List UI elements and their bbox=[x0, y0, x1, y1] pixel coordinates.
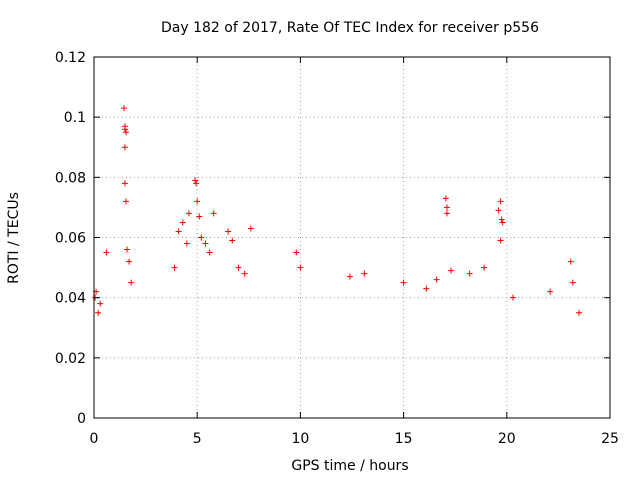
data-point bbox=[229, 237, 236, 244]
x-tick-label: 15 bbox=[395, 431, 413, 447]
y-tick-label: 0.08 bbox=[55, 170, 86, 186]
data-point bbox=[567, 258, 574, 265]
data-point bbox=[241, 270, 248, 277]
data-point bbox=[509, 294, 516, 301]
y-tick-label: 0.02 bbox=[55, 351, 86, 367]
data-point bbox=[121, 126, 128, 133]
data-point bbox=[569, 279, 576, 286]
data-point bbox=[400, 279, 407, 286]
x-axis-label: GPS time / hours bbox=[291, 458, 408, 474]
chart-title: Day 182 of 2017, Rate Of TEC Index for r… bbox=[161, 20, 539, 36]
data-point bbox=[206, 249, 213, 256]
data-point bbox=[126, 258, 133, 265]
data-point bbox=[183, 240, 190, 247]
data-point bbox=[293, 249, 300, 256]
data-point bbox=[121, 180, 128, 187]
data-point bbox=[499, 219, 506, 226]
y-axis-label: ROTI / TECUs bbox=[6, 192, 22, 284]
data-point bbox=[433, 276, 440, 283]
data-point bbox=[122, 198, 129, 205]
data-point bbox=[192, 177, 199, 184]
y-tick-label: 0.04 bbox=[55, 291, 86, 307]
x-tick-label: 0 bbox=[90, 431, 99, 447]
data-point bbox=[547, 288, 554, 295]
data-point bbox=[97, 300, 104, 307]
data-point bbox=[103, 249, 110, 256]
y-tick-label: 0.12 bbox=[55, 50, 86, 66]
data-point bbox=[481, 264, 488, 271]
data-point bbox=[576, 309, 583, 316]
data-point bbox=[175, 228, 182, 235]
data-point bbox=[448, 267, 455, 274]
data-point bbox=[124, 246, 131, 253]
plot-frame bbox=[93, 56, 611, 419]
data-point bbox=[95, 309, 102, 316]
x-tick-label: 10 bbox=[291, 431, 309, 447]
data-point bbox=[497, 237, 504, 244]
data-point bbox=[346, 273, 353, 280]
data-point bbox=[297, 264, 304, 271]
data-point bbox=[443, 210, 450, 217]
x-tick-label: 5 bbox=[193, 431, 202, 447]
data-point bbox=[235, 264, 242, 271]
data-point bbox=[128, 279, 135, 286]
data-point bbox=[121, 144, 128, 151]
data-point bbox=[120, 105, 127, 112]
data-point bbox=[193, 180, 200, 187]
data-point bbox=[361, 270, 368, 277]
y-tick-label: 0.1 bbox=[64, 110, 86, 126]
x-tick-label: 25 bbox=[601, 431, 619, 447]
y-tick-label: 0.06 bbox=[55, 231, 86, 247]
data-point bbox=[423, 285, 430, 292]
y-tick-label: 0 bbox=[77, 411, 86, 427]
x-tick-label: 20 bbox=[498, 431, 516, 447]
data-point bbox=[171, 264, 178, 271]
points-layer bbox=[92, 105, 583, 316]
data-point bbox=[198, 234, 205, 241]
data-point bbox=[495, 207, 502, 214]
data-point bbox=[442, 195, 449, 202]
data-point bbox=[196, 213, 203, 220]
data-point bbox=[443, 204, 450, 211]
data-point bbox=[497, 198, 504, 205]
data-point bbox=[247, 225, 254, 232]
data-point bbox=[179, 219, 186, 226]
data-point bbox=[498, 216, 505, 223]
data-point bbox=[122, 129, 129, 136]
grid-layer bbox=[94, 57, 610, 418]
ticks-layer: 0 0.02 0.04 0.06 0.08 0.1 0.12 0 5 10 15 20 25 bbox=[55, 50, 619, 447]
data-point bbox=[466, 270, 473, 277]
data-point bbox=[202, 240, 209, 247]
data-point bbox=[210, 210, 217, 217]
data-point bbox=[194, 198, 201, 205]
data-point bbox=[185, 210, 192, 217]
data-point bbox=[225, 228, 232, 235]
